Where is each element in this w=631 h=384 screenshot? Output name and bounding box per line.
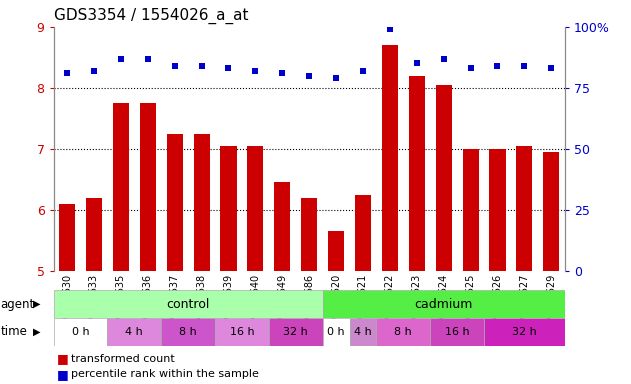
Point bbox=[170, 63, 180, 69]
Text: 0 h: 0 h bbox=[327, 327, 345, 337]
Bar bbox=[247, 146, 264, 271]
Bar bbox=[435, 85, 452, 271]
Text: agent: agent bbox=[1, 298, 35, 311]
Point bbox=[304, 73, 314, 79]
Bar bbox=[167, 134, 183, 271]
Bar bbox=[355, 195, 371, 271]
Bar bbox=[113, 103, 129, 271]
Point bbox=[439, 56, 449, 62]
Text: percentile rank within the sample: percentile rank within the sample bbox=[71, 369, 259, 379]
Text: GDS3354 / 1554026_a_at: GDS3354 / 1554026_a_at bbox=[54, 8, 248, 24]
Text: time: time bbox=[1, 325, 28, 338]
Text: cadmium: cadmium bbox=[415, 298, 473, 311]
Bar bbox=[382, 45, 398, 271]
Bar bbox=[377, 318, 430, 346]
Bar bbox=[484, 318, 565, 346]
Point bbox=[358, 68, 368, 74]
Bar bbox=[274, 182, 290, 271]
Bar bbox=[328, 231, 344, 271]
Bar bbox=[322, 290, 565, 318]
Bar bbox=[194, 134, 209, 271]
Bar bbox=[54, 318, 107, 346]
Text: 16 h: 16 h bbox=[230, 327, 254, 337]
Text: 32 h: 32 h bbox=[512, 327, 537, 337]
Point bbox=[116, 56, 126, 62]
Point bbox=[277, 70, 287, 76]
Bar bbox=[516, 146, 533, 271]
Point bbox=[546, 65, 557, 71]
Point bbox=[196, 63, 206, 69]
Bar bbox=[301, 197, 317, 271]
Text: ▶: ▶ bbox=[33, 299, 40, 309]
Bar bbox=[220, 146, 237, 271]
Bar bbox=[139, 103, 156, 271]
Text: 32 h: 32 h bbox=[283, 327, 308, 337]
Point bbox=[466, 65, 476, 71]
Point bbox=[89, 68, 99, 74]
Bar bbox=[86, 197, 102, 271]
Bar bbox=[350, 318, 377, 346]
Text: control: control bbox=[167, 298, 210, 311]
Point bbox=[412, 60, 422, 66]
Point bbox=[385, 26, 395, 32]
Bar bbox=[463, 149, 479, 271]
Point bbox=[492, 63, 502, 69]
Bar bbox=[54, 290, 322, 318]
Point bbox=[143, 56, 153, 62]
Bar bbox=[322, 318, 350, 346]
Bar bbox=[543, 152, 559, 271]
Text: ■: ■ bbox=[57, 368, 69, 381]
Text: 0 h: 0 h bbox=[72, 327, 90, 337]
Text: 4 h: 4 h bbox=[354, 327, 372, 337]
Text: 8 h: 8 h bbox=[394, 327, 412, 337]
Bar bbox=[162, 318, 215, 346]
Text: ▶: ▶ bbox=[33, 327, 40, 337]
Bar bbox=[490, 149, 505, 271]
Bar bbox=[107, 318, 162, 346]
Point bbox=[223, 65, 233, 71]
Text: 8 h: 8 h bbox=[179, 327, 197, 337]
Bar bbox=[215, 318, 269, 346]
Text: 16 h: 16 h bbox=[445, 327, 469, 337]
Point bbox=[519, 63, 529, 69]
Bar bbox=[269, 318, 322, 346]
Text: ■: ■ bbox=[57, 353, 69, 366]
Text: transformed count: transformed count bbox=[71, 354, 174, 364]
Point bbox=[331, 75, 341, 81]
Bar bbox=[430, 318, 484, 346]
Bar bbox=[59, 204, 75, 271]
Point bbox=[62, 70, 72, 76]
Text: 4 h: 4 h bbox=[126, 327, 143, 337]
Point bbox=[251, 68, 261, 74]
Bar bbox=[409, 76, 425, 271]
